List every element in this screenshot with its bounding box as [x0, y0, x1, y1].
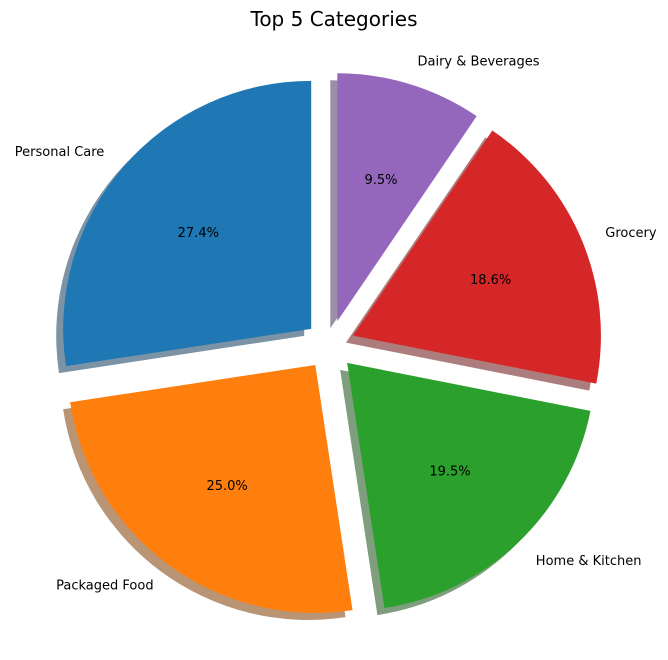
percent-packaged-food: 25.0% [206, 479, 247, 494]
label-grocery: Grocery [605, 226, 657, 241]
label-personal-care: Personal Care [15, 145, 105, 160]
slice-labels: Personal Care Packaged Food Home & Kitchen… [15, 55, 657, 594]
percent-home-and-kitchen: 19.5% [429, 464, 470, 479]
percent-labels: 27.4% 25.0% 19.5% 18.6% 9.5% [178, 173, 512, 494]
label-packaged-food: Packaged Food [56, 579, 153, 594]
label-dairy-and-beverages: Dairy & Beverages [418, 55, 540, 70]
percent-grocery: 18.6% [470, 273, 511, 288]
percent-personal-care: 27.4% [178, 226, 219, 241]
slice-packaged-food [70, 364, 353, 613]
percent-dairy-and-beverages: 9.5% [364, 173, 397, 188]
label-home-and-kitchen: Home & Kitchen [536, 554, 642, 569]
slice-home-and-kitchen [347, 362, 591, 609]
slice-dairy-and-beverages [337, 73, 477, 322]
chart-title: Top 5 Categories [250, 7, 418, 31]
slice-personal-care [63, 80, 312, 367]
slice-grocery [352, 130, 601, 384]
pie-slices [63, 73, 601, 613]
